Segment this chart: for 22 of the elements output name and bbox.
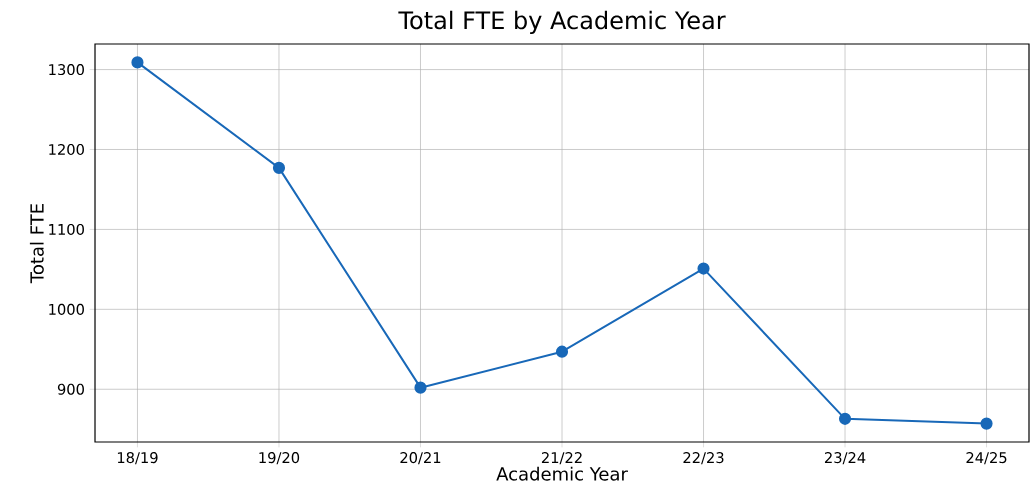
point [131, 56, 144, 69]
x-axis-title: Academic Year [496, 466, 628, 481]
x-tick-label: 24/25 [966, 452, 1007, 465]
y-axis-title: Total FTE [29, 204, 44, 284]
y-tick-label: 1300 [49, 64, 84, 76]
y-tick-label: 1100 [49, 223, 84, 235]
x-tick-label: 22/23 [683, 452, 724, 465]
y-tick-label: 1200 [49, 143, 84, 156]
x-tick-label: 23/24 [824, 452, 866, 465]
chart-title: Total FTE by Academic Year [398, 10, 726, 34]
point [555, 345, 569, 358]
x-tick-label: 19/20 [259, 452, 300, 465]
point [272, 161, 286, 174]
point [980, 417, 993, 430]
point [414, 381, 427, 394]
x-tick-label: 20/21 [400, 452, 441, 465]
y-tick-label: 1000 [49, 303, 84, 315]
x-tick-label: 18/19 [117, 452, 158, 465]
x-tick-label: 21/22 [541, 452, 582, 465]
y-tick-label: 900 [57, 383, 84, 395]
point [697, 262, 710, 275]
point [838, 412, 852, 425]
